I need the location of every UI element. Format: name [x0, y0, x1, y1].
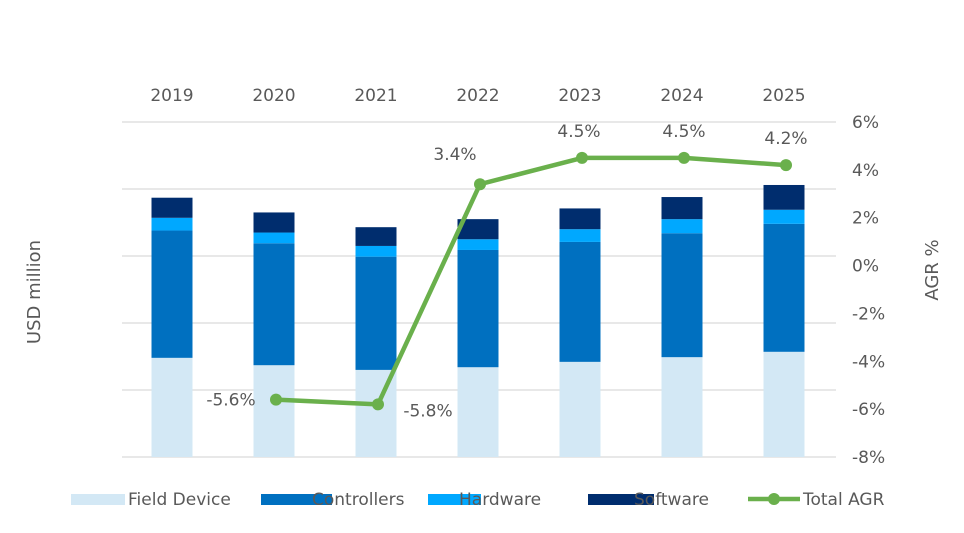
y2-tick-label: -2% — [852, 304, 885, 324]
line-point — [678, 151, 690, 164]
x-tick-label: 2024 — [660, 86, 703, 106]
x-tick-label: 2023 — [558, 86, 601, 106]
bar-field-device — [763, 351, 805, 457]
data-labels: -5.6% -5.8% 3.4% 4.5% 4.5% 4.2% — [206, 122, 807, 421]
bar-field-device — [151, 357, 193, 457]
data-label: -5.8% — [403, 401, 452, 421]
bar-controllers — [763, 223, 805, 352]
data-label: 3.4% — [433, 145, 476, 165]
bar-software — [253, 212, 295, 233]
legend-label: Hardware — [459, 490, 541, 510]
bar-controllers — [151, 230, 193, 358]
bar-software — [661, 197, 703, 220]
bar-software — [559, 208, 601, 230]
bar-controllers — [661, 233, 703, 358]
legend-swatch-controllers — [261, 494, 332, 505]
data-label: 4.2% — [764, 129, 807, 149]
agr-line — [270, 151, 792, 411]
bar-controllers — [253, 243, 295, 366]
data-label: 4.5% — [557, 122, 600, 142]
bar-field-device — [457, 367, 499, 457]
y2-axis-labels: 6% 4% 2% 0% -2% -4% -6% -8% — [852, 113, 885, 468]
bar-hardware — [151, 217, 193, 231]
legend-swatch-field-device — [71, 494, 125, 505]
data-label: 4.5% — [662, 122, 705, 142]
y2-tick-label: -6% — [852, 400, 885, 420]
bar-hardware — [763, 209, 805, 224]
data-label: -5.6% — [206, 391, 255, 411]
bar-hardware — [457, 239, 499, 250]
bars — [151, 184, 805, 457]
bar-controllers — [559, 241, 601, 362]
x-axis-labels: 2019 2020 2021 2022 2023 2024 2025 — [150, 86, 805, 106]
legend-label: Total AGR — [802, 490, 885, 510]
y2-tick-label: 6% — [852, 113, 879, 133]
line-point — [372, 398, 384, 411]
bar-software — [763, 184, 805, 210]
legend: Field Device Controllers Hardware Software T… — [71, 490, 885, 510]
bar-hardware — [559, 229, 601, 242]
x-tick-label: 2021 — [354, 86, 397, 106]
bar-field-device — [661, 357, 703, 457]
x-tick-label: 2022 — [456, 86, 499, 106]
legend-swatch-hardware — [428, 494, 481, 505]
x-tick-label: 2025 — [762, 86, 805, 106]
y2-tick-label: 4% — [852, 161, 879, 181]
line-total-agr — [275, 155, 787, 407]
x-tick-label: 2020 — [252, 86, 295, 106]
bar-software — [151, 197, 193, 218]
y2-tick-label: 2% — [852, 209, 879, 229]
legend-label: Software — [634, 490, 709, 510]
y2-axis-title: AGR % — [922, 239, 943, 300]
legend-label: Field Device — [128, 490, 231, 510]
legend-marker — [768, 493, 780, 505]
legend-label: Controllers — [312, 490, 405, 510]
y2-tick-label: -4% — [852, 352, 885, 372]
legend-swatch-software — [588, 494, 654, 505]
bar-hardware — [661, 219, 703, 234]
bar-controllers — [355, 256, 397, 370]
line-point — [270, 393, 282, 406]
bar-hardware — [253, 232, 295, 244]
bar-hardware — [355, 245, 397, 257]
y-axis-title: USD million — [24, 240, 45, 344]
line-point — [576, 151, 588, 164]
bar-software — [457, 219, 499, 240]
bar-field-device — [253, 365, 295, 457]
x-tick-label: 2019 — [150, 86, 193, 106]
bar-field-device — [559, 361, 601, 457]
line-point — [780, 159, 792, 172]
bar-controllers — [457, 249, 499, 368]
y2-tick-label: -8% — [852, 448, 885, 468]
y2-tick-label: 0% — [852, 257, 879, 277]
bar-software — [355, 227, 397, 246]
line-point — [474, 178, 486, 191]
